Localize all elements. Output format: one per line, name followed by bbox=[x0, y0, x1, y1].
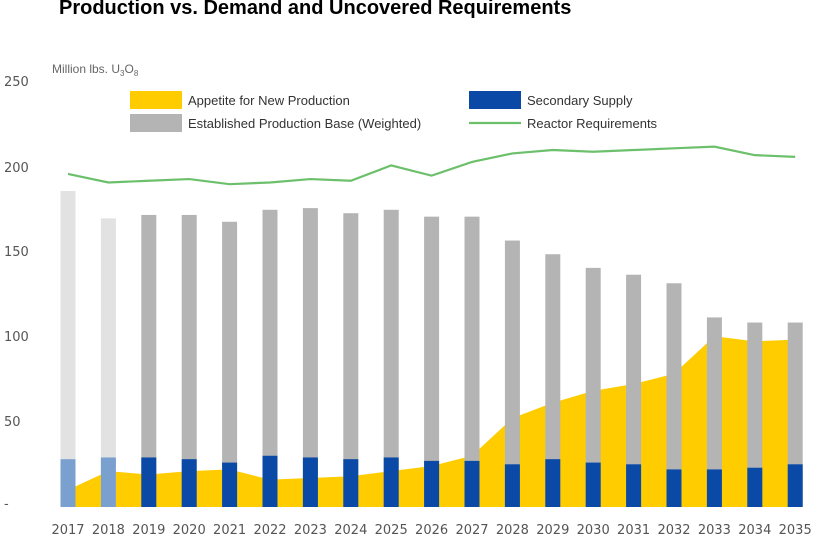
base-bar-2030 bbox=[585, 267, 601, 507]
y-axis: 250 200 150 100 50 - bbox=[4, 75, 29, 512]
x-tick-2026: 2026 bbox=[415, 523, 448, 538]
legend-swatch bbox=[130, 114, 182, 132]
x-tick-2033: 2033 bbox=[698, 523, 731, 538]
title-bar: Production vs. Demand and Uncovered Requ… bbox=[0, 0, 820, 26]
requirements-line bbox=[67, 145, 796, 186]
legend-label: Appetite for New Production bbox=[188, 93, 350, 108]
base-bar-2027 bbox=[464, 216, 480, 507]
secondary-bar-2017 bbox=[60, 459, 76, 507]
base-bar-2021 bbox=[222, 221, 238, 507]
secondary-bar-2023 bbox=[302, 457, 318, 507]
x-tick-2017: 2017 bbox=[51, 523, 84, 538]
secondary-bar-2024 bbox=[343, 459, 359, 507]
secondary-bar-2018 bbox=[100, 457, 116, 507]
secondary-bar-2032 bbox=[666, 469, 682, 507]
base-bar-2032 bbox=[666, 283, 682, 507]
base-bar-2034 bbox=[747, 322, 763, 507]
x-tick-2031: 2031 bbox=[617, 523, 650, 538]
x-tick-2035: 2035 bbox=[779, 523, 812, 538]
y-tick-label: 200 bbox=[4, 161, 29, 176]
base-bar-2023 bbox=[302, 208, 318, 507]
legend-label: Reactor Requirements bbox=[527, 116, 658, 131]
x-tick-2023: 2023 bbox=[294, 523, 327, 538]
legend-swatch bbox=[469, 91, 521, 109]
secondary-bar-2025 bbox=[383, 457, 399, 507]
secondary-bar-2030 bbox=[585, 462, 601, 507]
appetite-area-path bbox=[68, 336, 796, 507]
secondary-bar-2033 bbox=[706, 469, 722, 507]
base-bar-2033 bbox=[706, 317, 722, 507]
x-tick-2018: 2018 bbox=[92, 523, 125, 538]
secondary-bar-2020 bbox=[181, 459, 197, 507]
x-tick-2034: 2034 bbox=[738, 523, 771, 538]
secondary-bar-2019 bbox=[141, 457, 157, 507]
y-tick-label: 150 bbox=[4, 245, 29, 260]
x-tick-2027: 2027 bbox=[455, 523, 488, 538]
y-tick-label: 250 bbox=[4, 75, 29, 90]
base-bar-2024 bbox=[343, 213, 359, 507]
base-bar-2035 bbox=[787, 322, 803, 507]
x-tick-2020: 2020 bbox=[173, 523, 206, 538]
legend: Appetite for New Production Secondary Sup… bbox=[130, 91, 658, 132]
appetite-area bbox=[68, 336, 796, 507]
secondary-bar-2021 bbox=[222, 462, 238, 507]
base-bar-2025 bbox=[383, 209, 399, 508]
x-tick-2021: 2021 bbox=[213, 523, 246, 538]
x-tick-2028: 2028 bbox=[496, 523, 529, 538]
base-bar-2020 bbox=[181, 214, 197, 507]
x-tick-2029: 2029 bbox=[536, 523, 569, 538]
secondary-bar-2035 bbox=[787, 464, 803, 507]
secondary-bar-2028 bbox=[504, 464, 520, 507]
y-tick-label: 50 bbox=[4, 415, 21, 430]
secondary-bar-2034 bbox=[747, 467, 763, 507]
base-bar-2019 bbox=[141, 214, 157, 507]
secondary-bar-2031 bbox=[626, 464, 642, 507]
secondary-bar-2022 bbox=[262, 455, 278, 507]
legend-label: Secondary Supply bbox=[527, 93, 633, 108]
x-tick-2030: 2030 bbox=[577, 523, 610, 538]
x-tick-2032: 2032 bbox=[657, 523, 690, 538]
bars bbox=[60, 191, 803, 508]
y-unit-label: Million lbs. U3O8 bbox=[52, 62, 139, 78]
secondary-bar-2026 bbox=[424, 460, 440, 507]
base-bar-2017 bbox=[60, 191, 76, 507]
x-tick-2019: 2019 bbox=[132, 523, 165, 538]
x-tick-2024: 2024 bbox=[334, 523, 367, 538]
x-tick-2022: 2022 bbox=[253, 523, 286, 538]
y-tick-label: 100 bbox=[4, 330, 29, 345]
base-bar-2031 bbox=[626, 274, 642, 507]
x-axis: 2017 2018 2019 2020 2021 2022 2023 2024 2025 2026… bbox=[51, 523, 811, 538]
secondary-bar-2027 bbox=[464, 460, 480, 507]
secondary-bar-2029 bbox=[545, 459, 561, 507]
x-tick-2025: 2025 bbox=[375, 523, 408, 538]
legend-swatch bbox=[130, 91, 182, 109]
base-bar-2029 bbox=[545, 254, 561, 507]
legend-label: Established Production Base (Weighted) bbox=[188, 116, 421, 131]
base-bar-2022 bbox=[262, 209, 278, 508]
y-tick-label: - bbox=[4, 497, 9, 512]
page-title: Production vs. Demand and Uncovered Requ… bbox=[59, 0, 572, 19]
base-bar-2028 bbox=[504, 240, 520, 507]
base-bar-2018 bbox=[100, 218, 116, 507]
requirements-polyline bbox=[67, 145, 796, 186]
base-bar-2026 bbox=[424, 216, 440, 507]
